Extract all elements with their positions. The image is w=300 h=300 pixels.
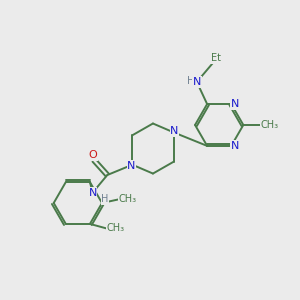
Text: N: N [127,160,136,171]
Text: N: N [231,99,239,109]
Text: Et: Et [211,53,221,63]
Text: H: H [187,76,194,85]
Text: CH₃: CH₃ [119,194,137,205]
Text: O: O [88,150,97,160]
Text: CH₃: CH₃ [107,223,125,233]
Text: CH₃: CH₃ [261,120,279,130]
Text: N: N [170,126,178,136]
Text: N: N [88,188,97,198]
Text: N: N [231,141,239,151]
Text: H: H [101,194,109,204]
Text: N: N [193,77,201,87]
